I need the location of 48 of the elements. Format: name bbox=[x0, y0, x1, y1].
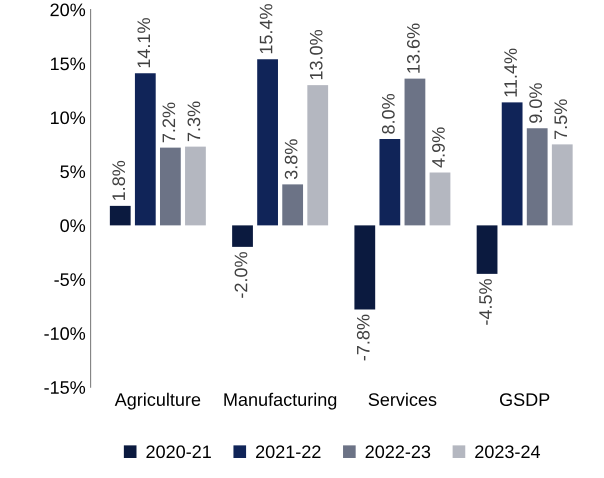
bar bbox=[552, 144, 573, 226]
data-label: 4.9% bbox=[432, 127, 445, 168]
data-label: 9.0% bbox=[529, 83, 542, 123]
bar bbox=[430, 172, 450, 226]
bar bbox=[354, 225, 376, 310]
bar bbox=[232, 225, 253, 247]
data-label: 14.1% bbox=[137, 18, 150, 68]
bar bbox=[502, 102, 523, 226]
bar bbox=[257, 59, 278, 226]
legend-label: 2020-21 bbox=[146, 445, 211, 458]
bar bbox=[134, 73, 156, 226]
data-label: 11.4% bbox=[504, 48, 517, 96]
y-tick-label: 0% bbox=[60, 219, 86, 232]
y-tick-label: 20% bbox=[50, 3, 86, 16]
data-label: 15.4% bbox=[260, 4, 272, 54]
bar bbox=[185, 146, 206, 226]
data-label: -2.0% bbox=[234, 252, 248, 298]
bar bbox=[282, 184, 304, 226]
bar bbox=[476, 225, 498, 274]
data-label: 13.0% bbox=[310, 30, 323, 80]
data-label: 7.2% bbox=[162, 102, 176, 142]
bar bbox=[526, 128, 548, 226]
legend-label: 2022-23 bbox=[366, 445, 430, 458]
bar bbox=[110, 206, 131, 226]
data-label: -4.5% bbox=[479, 279, 492, 325]
y-tick-label: 5% bbox=[60, 165, 86, 178]
data-label: 7.5% bbox=[554, 99, 568, 139]
y-tick-label: -5% bbox=[54, 273, 86, 286]
y-tick-label: 10% bbox=[50, 111, 86, 124]
data-label: 1.8% bbox=[112, 160, 126, 200]
bar bbox=[404, 78, 426, 226]
x-tick-label: Manufacturing bbox=[224, 392, 336, 410]
y-tick-label: -15% bbox=[44, 381, 86, 394]
data-label: -7.8% bbox=[356, 314, 370, 360]
data-label: 7.3% bbox=[188, 102, 200, 142]
bar bbox=[379, 139, 400, 226]
legend-label: 2021-22 bbox=[256, 445, 320, 458]
x-tick-label: Services bbox=[368, 392, 436, 406]
data-label: 8.0% bbox=[382, 94, 395, 134]
y-tick-label: -10% bbox=[44, 327, 86, 340]
x-tick-label: GSDP bbox=[500, 393, 550, 406]
y-tick-label: 15% bbox=[50, 58, 86, 70]
data-label: 3.8% bbox=[284, 139, 298, 180]
bar bbox=[307, 85, 328, 226]
bar bbox=[160, 148, 181, 226]
data-label: 13.6% bbox=[406, 24, 420, 73]
legend-label: 2023-24 bbox=[475, 445, 540, 458]
x-tick-label: Agriculture bbox=[114, 392, 200, 410]
